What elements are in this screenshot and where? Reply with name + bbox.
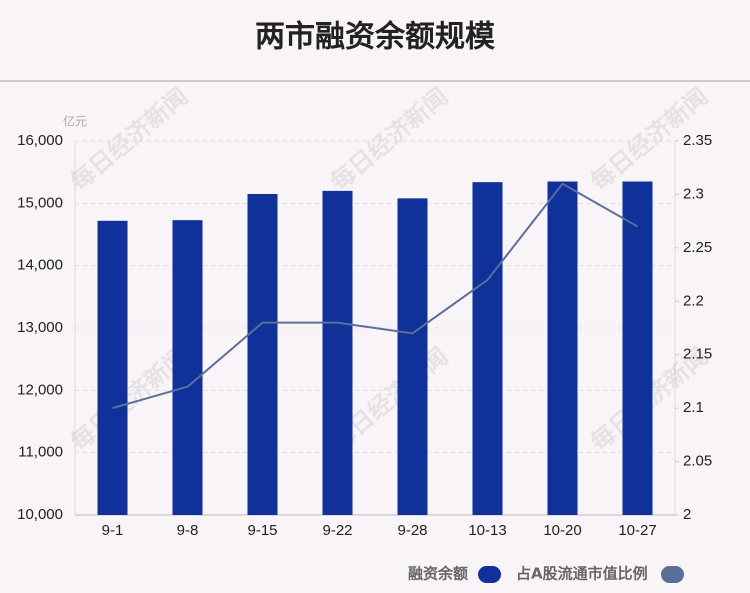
y2-tick-label: 2 xyxy=(683,506,691,523)
bar xyxy=(622,181,653,515)
y2-tick-label: 2.25 xyxy=(683,239,712,256)
y2-tick-label: 2.1 xyxy=(683,399,704,416)
legend-label: 融资余额 xyxy=(408,565,468,583)
bar xyxy=(172,220,203,515)
y2-tick-label: 2.15 xyxy=(683,346,712,363)
line xyxy=(112,182,638,410)
y2-tick-label: 2.35 xyxy=(683,132,712,149)
y-tick-label: 14,000 xyxy=(17,257,63,274)
x-tick-label: 9-28 xyxy=(397,522,427,539)
x-tick-label: 10-20 xyxy=(543,522,581,539)
x-tick-label: 9-8 xyxy=(177,522,199,539)
watermark: 每日经济新闻 xyxy=(65,82,193,196)
y-tick-label: 13,000 xyxy=(17,319,63,336)
y2-tick-label: 2.2 xyxy=(683,292,704,309)
watermark: 每日经济新闻 xyxy=(325,82,453,196)
y-tick-label: 10,000 xyxy=(17,506,63,523)
bar xyxy=(247,193,278,515)
legend-swatch xyxy=(478,566,501,583)
y-tick-label: 16,000 xyxy=(17,132,63,149)
chart-title: 两市融资余额规模 xyxy=(255,20,495,55)
legend-swatch xyxy=(661,566,684,583)
x-tick-label: 9-1 xyxy=(102,522,124,539)
x-tick-label: 10-13 xyxy=(468,522,506,539)
y2-tick-label: 2.05 xyxy=(683,453,712,470)
y-tick-label: 12,000 xyxy=(17,381,63,398)
y-tick-label: 11,000 xyxy=(18,444,63,461)
x-tick-label: 10-27 xyxy=(618,522,656,539)
x-tick-label: 9-15 xyxy=(247,522,277,539)
bar xyxy=(397,198,428,515)
y-unit: 亿元 xyxy=(63,114,87,129)
bar xyxy=(97,220,128,515)
bar xyxy=(472,182,503,515)
bar xyxy=(547,181,578,515)
x-tick-label: 9-22 xyxy=(322,522,352,539)
y-tick-label: 15,000 xyxy=(17,194,63,211)
bar xyxy=(322,190,353,515)
y2-tick-label: 2.3 xyxy=(683,185,704,202)
legend-label: 占A股流通市值比例 xyxy=(516,565,648,583)
